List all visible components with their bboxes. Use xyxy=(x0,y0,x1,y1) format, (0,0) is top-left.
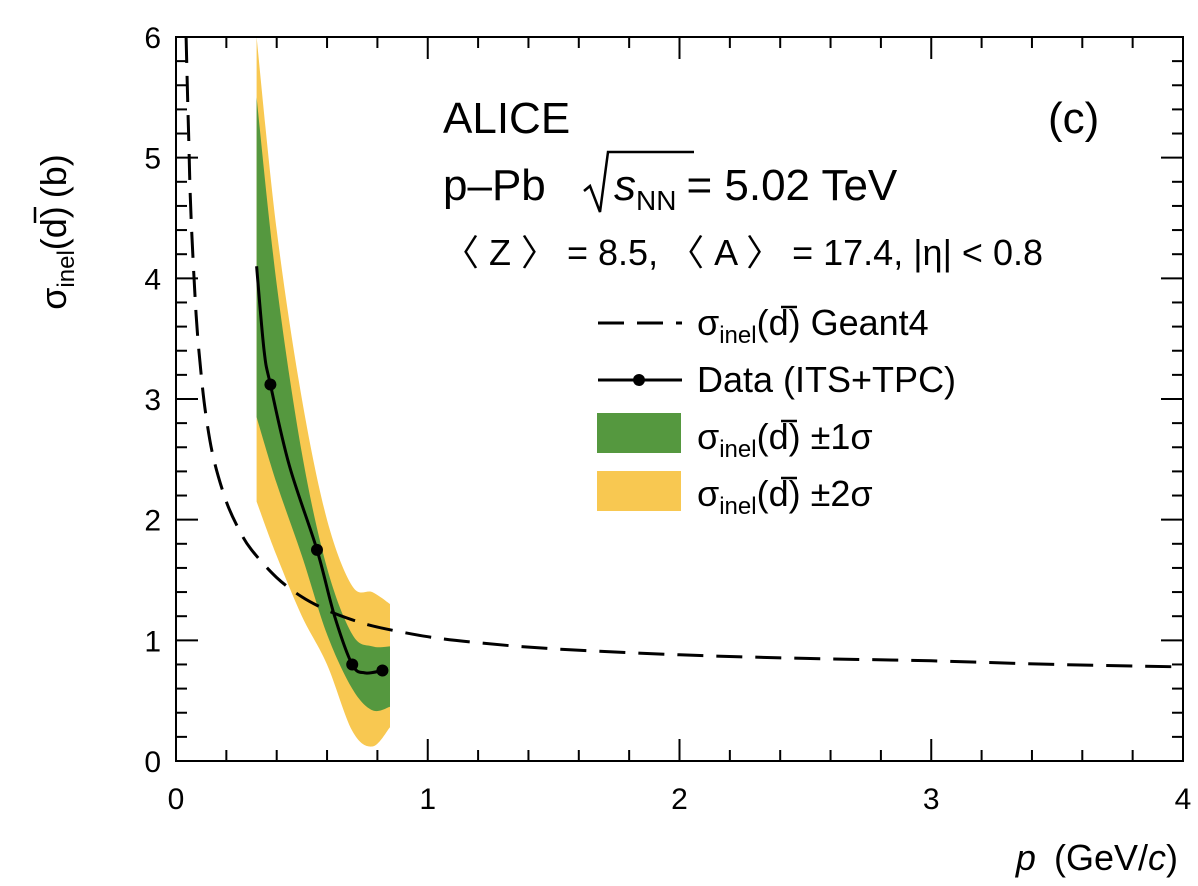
svg-text:σinel(d)(b): σinel(d)(b) xyxy=(33,154,80,310)
x-axis-title: p (GeV/c) xyxy=(1015,837,1178,878)
system-label: p–Pb xyxy=(443,161,546,210)
energy-label: sNN = 5.02 TeV xyxy=(614,161,898,216)
y-tick-label: 2 xyxy=(144,505,161,538)
x-tick-label: 3 xyxy=(923,783,940,816)
legend-band1-swatch xyxy=(597,413,681,453)
y-tick-label: 3 xyxy=(144,384,161,417)
legend: σinel(d) Geant4 Data (ITS+TPC) σinel(d) … xyxy=(597,302,956,520)
legend-band2-label: σinel(d) ±2σ xyxy=(697,473,873,520)
y-tick-label: 0 xyxy=(144,746,161,779)
experiment-label: ALICE xyxy=(443,94,570,143)
legend-geant4-label: σinel(d) Geant4 xyxy=(697,302,929,349)
cross-section-chart: 0 1 2 3 4 0 1 2 3 4 5 6 p (GeV/c) σinel(d)(b) ALICE… xyxy=(0,0,1198,886)
x-tick-label: 4 xyxy=(1175,783,1192,816)
legend-band1-label: σinel(d) ±1σ xyxy=(697,416,873,463)
data-point xyxy=(311,544,323,556)
y-tick-label: 6 xyxy=(144,22,161,55)
data-point xyxy=(264,379,276,391)
panel-label: (c) xyxy=(1048,94,1099,143)
legend-data-label: Data (ITS+TPC) xyxy=(697,359,956,400)
x-tick-label: 0 xyxy=(168,783,185,816)
x-tick-label: 2 xyxy=(671,783,688,816)
legend-data-marker xyxy=(633,374,645,386)
kinematics-label: 〈 Z 〉 = 8.5, 〈 A 〉 = 17.4, |η| < 0.8 xyxy=(443,232,1043,273)
y-tick-label: 1 xyxy=(144,625,161,658)
data-point xyxy=(346,658,358,670)
y-tick-label: 4 xyxy=(144,263,161,296)
x-tick-label: 1 xyxy=(419,783,436,816)
data-point xyxy=(376,665,388,677)
legend-band2-swatch xyxy=(597,471,681,511)
y-axis-title: σinel(d)(b) xyxy=(33,154,80,310)
y-tick-label: 5 xyxy=(144,143,161,176)
